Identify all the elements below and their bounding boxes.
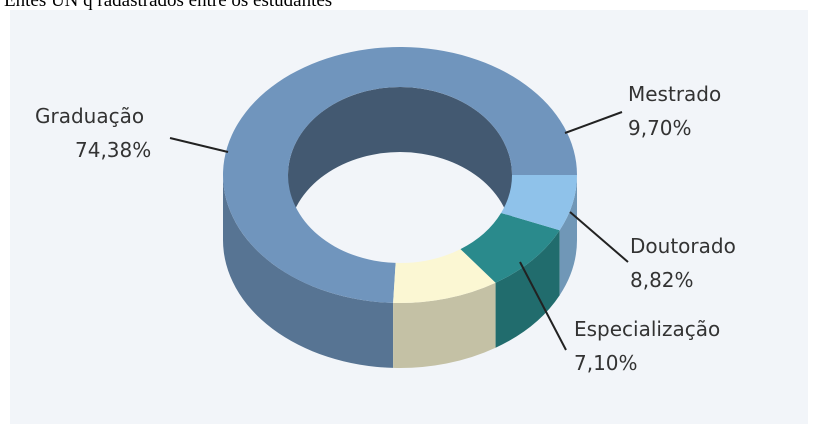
- value-label-doutorado: 8,82%: [630, 268, 694, 292]
- outer-wall-mestrado: [393, 282, 496, 368]
- leader-line-graduacao: [169, 137, 229, 153]
- page-title: Entes UN q radastrados entre os estudant…: [4, 0, 333, 11]
- label-graduacao: Graduação: [35, 104, 144, 128]
- label-mestrado: Mestrado: [628, 82, 721, 106]
- leader-line-mestrado: [564, 111, 623, 134]
- leader-line-especializacao: [519, 261, 567, 351]
- slice-especializacao: [501, 175, 577, 231]
- value-label-mestrado: 9,70%: [628, 116, 692, 140]
- value-label-graduacao: 74,38%: [75, 138, 151, 162]
- outer-wall-especializacao: [559, 175, 577, 296]
- slice-doutorado: [460, 212, 560, 283]
- outer-wall-doutorado: [495, 230, 560, 348]
- slice-mestrado: [393, 249, 496, 303]
- value-label-especializacao: 7,10%: [574, 351, 638, 375]
- label-especializacao: Especialização: [574, 317, 720, 341]
- slice-graduacao: [223, 46, 577, 303]
- inner-wall-graduacao: [288, 87, 512, 240]
- label-doutorado: Doutorado: [630, 234, 736, 258]
- outer-wall-graduacao: [223, 175, 394, 368]
- leader-line-doutorado: [569, 211, 629, 263]
